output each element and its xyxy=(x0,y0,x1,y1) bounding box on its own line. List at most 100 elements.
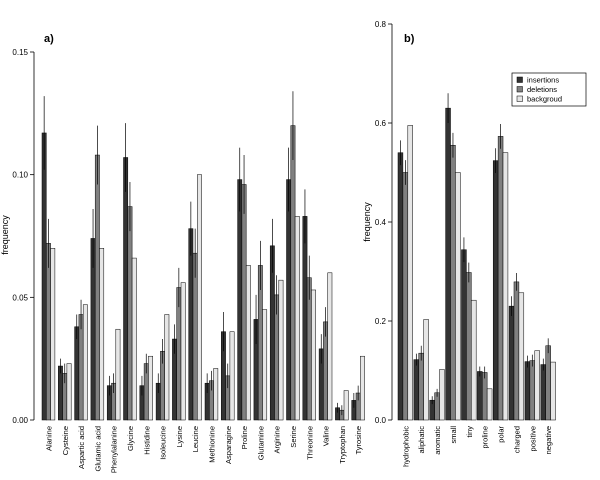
panel-a-bar-backgroud xyxy=(131,257,137,421)
legend-swatch-backgroud xyxy=(516,95,523,102)
panel-b-x-tick-label: small xyxy=(449,426,458,444)
panel-a-x-tick-label: Tyrosine xyxy=(354,426,363,454)
panel-b-y-axis-label: frequency xyxy=(362,202,372,242)
panel-b-bar-backgroud xyxy=(471,299,477,421)
panel-b-x-tick-label: charged xyxy=(512,426,521,453)
panel-b-bar-insertions xyxy=(397,152,404,421)
panel-b-bar-deletions xyxy=(482,372,488,421)
panel-b-x-tick-labels: hydrophobic aliphatic aromatic small tiny pro… xyxy=(401,426,553,467)
panel-a-x-tick-label: Methionine xyxy=(207,426,216,463)
panel-a-bar-deletions xyxy=(78,314,84,421)
panel-b-x-tick-label: negative xyxy=(544,426,553,454)
panel-a-bar-backgroud xyxy=(262,309,268,421)
panel-a-x-tick-label: Glutamic acid xyxy=(93,426,102,471)
panel-a-y-tick-label: 0.15 xyxy=(12,48,28,57)
panel-a-y-tick-label: 0.05 xyxy=(12,293,28,302)
panel-a-bar-insertions xyxy=(237,179,243,421)
panel-a-x-tick-label: Histidine xyxy=(142,426,151,455)
panel-b-bar-backgroud xyxy=(455,172,461,421)
panel-a-bars xyxy=(41,91,365,421)
legend-swatch-insertions xyxy=(516,76,523,83)
panel-a-x-tick-label: Proline xyxy=(240,426,249,449)
panel-a-bar-backgroud xyxy=(311,289,316,421)
panel-a-bar-backgroud xyxy=(66,363,72,421)
panel-a-x-tick-label: Leucine xyxy=(191,426,200,452)
panel-b-bar-insertions xyxy=(524,361,531,421)
panel-b-bar-deletions xyxy=(434,392,440,421)
panel-a-bar-backgroud xyxy=(82,304,88,421)
panel-a-x-tick-label: Isoleucine xyxy=(159,426,168,460)
panel-b-bar-insertions xyxy=(445,107,451,421)
legend-swatch-deletions xyxy=(516,86,523,93)
panel-b-x-tick-label: polar xyxy=(497,426,506,443)
panel-a-x-tick-labels: Alanine Cysteine Aspartic acid Glutamic aci… xyxy=(44,426,363,473)
panel-a-bar-backgroud xyxy=(197,174,202,421)
panel-a-x-tick-label: Valine xyxy=(322,426,331,446)
panel-a-y-axis-label: frequency xyxy=(0,215,10,255)
panel-a-bar-deletions xyxy=(46,243,51,421)
panel-a-bar-backgroud xyxy=(115,328,121,421)
panel-a-x-tick-label: Cysteine xyxy=(61,426,70,455)
panel-b-bar-insertions xyxy=(492,160,499,421)
legend-box xyxy=(511,72,587,107)
panel-a-bar-backgroud xyxy=(327,272,333,421)
panel-b-bar-deletions xyxy=(450,145,456,421)
panel-a-x-tick-label: Tryptophan xyxy=(338,426,347,464)
panel-b-bar-insertions xyxy=(413,359,420,421)
panel-a-x-tick-label: Glutamine xyxy=(256,426,265,460)
panel-a-x-tick-label: Alanine xyxy=(44,426,53,451)
panel-b-bar-insertions xyxy=(508,305,515,421)
panel-b-bar-deletions xyxy=(529,360,536,421)
panel-b-bar-deletions xyxy=(545,345,551,421)
panel-a-bar-deletions xyxy=(176,287,182,421)
panel-b-bar-deletions xyxy=(466,272,472,421)
panel-a-bar-backgroud xyxy=(50,248,56,421)
panel-a-x-tick-label: Lysine xyxy=(175,426,184,447)
panel-a-x-tick-label: Arginine xyxy=(273,426,282,454)
legend-label-backgroud: backgroud xyxy=(527,95,562,104)
panel-b-bar-backgroud xyxy=(502,152,509,421)
panel-b-bar-backgroud xyxy=(439,369,445,421)
panel-a-bar-backgroud xyxy=(245,265,251,421)
panel-b-bar-deletions xyxy=(402,172,409,421)
panel-b-bar-insertions xyxy=(540,364,546,421)
panel-b-x-tick-label: tiny xyxy=(465,426,474,438)
panel-a-bar-backgroud xyxy=(360,355,365,421)
panel-a-bar-backgroud xyxy=(213,368,219,421)
panel-a-bar-deletions xyxy=(241,184,247,421)
panel-a-bar-insertions xyxy=(74,326,80,421)
panel-b-bar-backgroud xyxy=(550,361,556,421)
panel-b-x-tick-label: aliphatic xyxy=(417,426,426,454)
panel-b-bar-insertions xyxy=(461,249,467,421)
panel-b-y-ticks: 0.0 0.2 0.4 0.6 0.8 xyxy=(375,20,392,425)
panel-b-x-tick-label: positive xyxy=(528,426,537,451)
panel-a-x-tick-label: Glycine xyxy=(126,426,135,451)
panel-a-bar-insertions xyxy=(188,228,194,421)
panel-a-bar-deletions xyxy=(127,206,133,421)
panel-b-bar-deletions xyxy=(513,281,520,421)
panel-a-bar-backgroud xyxy=(148,355,153,421)
panel-a-bar-backgroud xyxy=(278,279,284,421)
panel-b-label: b) xyxy=(404,33,415,45)
panel-a-bar-insertions xyxy=(41,132,47,421)
panel-b-y-tick-label: 0.8 xyxy=(375,20,387,29)
panel-b-bar-insertions xyxy=(477,371,483,421)
panel-b-x-tick-label: aromatic xyxy=(433,426,442,455)
legend-label-insertions: insertions xyxy=(527,76,559,85)
panel-a-bar-insertions xyxy=(302,216,308,421)
panel-a-bar-backgroud xyxy=(229,331,235,421)
panel-a-y-tick-label: 0.00 xyxy=(12,416,28,425)
panel-b-bar-deletions xyxy=(418,352,424,421)
panel-a: a) frequency 0.00 0.05 0.10 0.15 Alanine Cys… xyxy=(0,33,365,473)
panel-a-label: a) xyxy=(44,33,54,45)
panel-b-x-tick-label: proline xyxy=(481,426,490,449)
panel-b-bar-backgroud xyxy=(407,125,413,421)
panel-b-y-tick-label: 0.2 xyxy=(375,317,387,326)
panel-a-y-ticks: 0.00 0.05 0.10 0.15 xyxy=(12,48,34,425)
panel-a-bar-insertions xyxy=(58,365,63,421)
panel-b-y-tick-label: 0.0 xyxy=(375,416,387,425)
panel-b-y-tick-label: 0.6 xyxy=(375,119,387,128)
panel-a-x-tick-label: Phenylalanine xyxy=(110,426,119,473)
